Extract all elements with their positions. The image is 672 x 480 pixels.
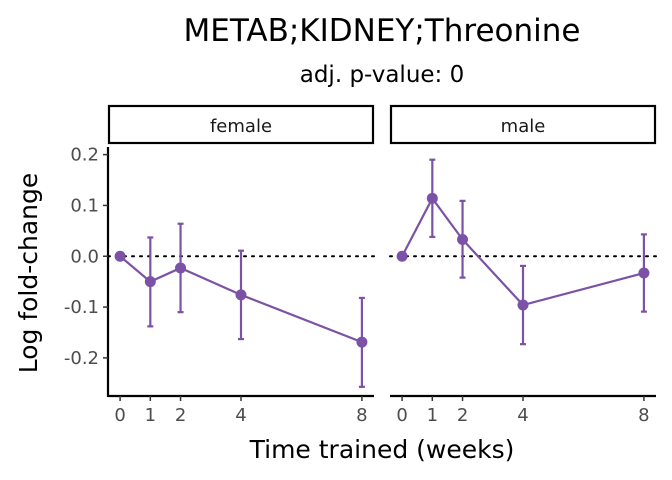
x-tick-label: 4 [517, 405, 528, 426]
facet-panel-female: female 0.2 0.1 0.0 -0.1 -0.2 0 1 2 4 8 [64, 104, 375, 426]
data-point [638, 267, 650, 279]
data-point [517, 299, 529, 311]
data-point [235, 289, 247, 301]
x-tick-label: 1 [145, 405, 156, 426]
x-tick-label: 0 [114, 405, 125, 426]
y-tick-label: -0.1 [64, 297, 99, 318]
data-point [144, 276, 156, 288]
facet-panel-male: male 0 1 2 4 8 [389, 104, 657, 426]
data-point [426, 192, 438, 204]
x-tick-label: 1 [427, 405, 438, 426]
y-tick-label: 0.0 [70, 246, 99, 267]
chart-title: METAB;KIDNEY;Threonine [184, 13, 581, 49]
x-axis-label: Time trained (weeks) [249, 435, 515, 464]
facet-strip-label: male [501, 116, 546, 137]
chart-subtitle: adj. p-value: 0 [300, 62, 465, 88]
y-axis-label: Log fold-change [14, 173, 43, 374]
x-tick-label: 2 [175, 405, 186, 426]
y-tick-label: 0.2 [70, 145, 99, 166]
x-tick-label: 8 [638, 405, 649, 426]
facet-strip-box [389, 104, 657, 145]
facet-strip-label: female [210, 116, 272, 137]
data-point [457, 233, 469, 245]
y-tick-label: 0.1 [70, 195, 99, 216]
data-point [356, 336, 368, 348]
data-point [175, 262, 187, 274]
data-point [114, 250, 126, 262]
x-tick-label: 4 [235, 405, 246, 426]
data-point [396, 250, 408, 262]
x-tick-label: 8 [356, 405, 367, 426]
y-tick-label: -0.2 [64, 348, 99, 369]
x-tick-label: 2 [457, 405, 468, 426]
facet-strip-box [107, 104, 375, 145]
x-tick-label: 0 [396, 405, 407, 426]
